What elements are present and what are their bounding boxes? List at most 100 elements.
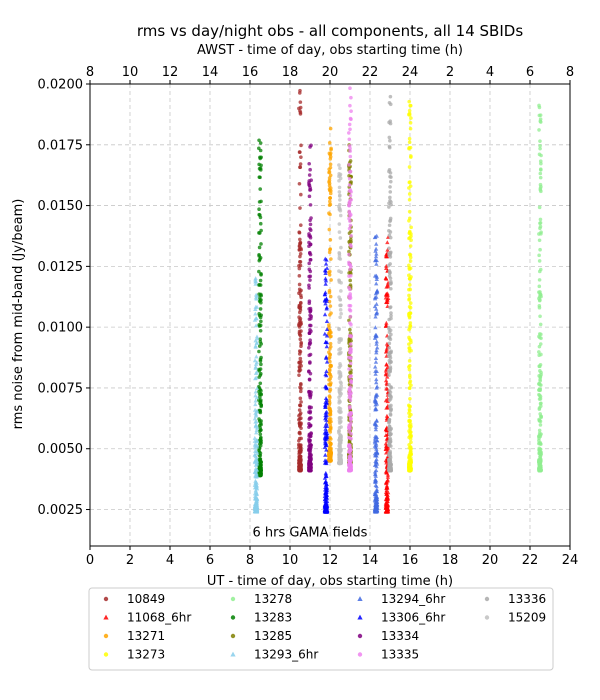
x-tick-label: 14 (362, 553, 379, 568)
data-point (259, 473, 263, 478)
data-point (387, 228, 391, 233)
data-point (337, 251, 342, 256)
data-point (328, 294, 333, 299)
data-point (327, 180, 331, 184)
data-point (407, 305, 412, 309)
data-point (307, 286, 311, 290)
data-point (259, 438, 263, 443)
data-point (385, 343, 390, 347)
data-point (407, 367, 412, 372)
data-point (308, 187, 313, 192)
x2-tick-label: 14 (202, 65, 219, 80)
data-point (298, 389, 303, 394)
data-point (387, 341, 392, 346)
data-point (348, 308, 353, 313)
data-point (537, 278, 542, 282)
legend-label: 13335 (381, 648, 419, 662)
data-point (389, 316, 393, 321)
data-point (298, 223, 303, 227)
data-point (373, 479, 378, 484)
data-point (387, 346, 392, 350)
data-point (253, 398, 258, 403)
data-point (253, 448, 258, 453)
data-point (298, 385, 302, 390)
data-point (329, 425, 333, 430)
data-point (373, 472, 378, 477)
data-point (374, 294, 379, 299)
data-point (338, 172, 343, 177)
data-point (258, 166, 263, 171)
legend-marker (357, 614, 363, 620)
data-point (308, 323, 312, 328)
data-point (338, 374, 343, 378)
data-point (254, 408, 260, 413)
data-point (337, 448, 341, 453)
data-point (388, 190, 393, 194)
data-point (408, 259, 413, 263)
data-point (374, 348, 379, 353)
series-13273 (407, 99, 413, 473)
data-point (408, 324, 413, 328)
data-point (324, 298, 329, 303)
data-point (373, 258, 378, 263)
data-point (384, 276, 389, 281)
data-point (537, 103, 541, 108)
data-point (307, 179, 312, 183)
data-point (337, 185, 342, 190)
data-point (258, 215, 263, 220)
data-point (383, 292, 389, 297)
data-point (385, 494, 390, 499)
data-point (373, 452, 379, 457)
data-point (324, 359, 330, 364)
data-point (407, 346, 412, 351)
data-point (389, 313, 393, 318)
data-point (257, 200, 262, 204)
data-point (348, 351, 352, 355)
data-point (384, 446, 390, 451)
data-point (408, 121, 413, 125)
data-point (324, 296, 329, 301)
data-point (253, 479, 259, 484)
data-point (297, 181, 302, 186)
data-point (537, 381, 542, 386)
data-point (384, 485, 389, 490)
data-point (384, 488, 389, 492)
data-point (347, 189, 352, 193)
data-point (307, 346, 311, 350)
data-point (408, 126, 413, 131)
data-point (374, 306, 379, 311)
data-point (257, 464, 262, 469)
data-point (297, 91, 302, 95)
data-point (259, 460, 263, 464)
data-point (258, 432, 263, 437)
data-point (309, 416, 313, 420)
data-point (257, 299, 262, 303)
data-point (347, 260, 351, 265)
data-point (253, 412, 259, 417)
data-point (409, 116, 413, 120)
data-point (537, 284, 542, 289)
data-point (387, 373, 391, 377)
data-point (299, 381, 303, 386)
data-point (307, 434, 311, 438)
data-point (388, 433, 392, 437)
data-point (338, 303, 342, 308)
data-point (327, 389, 332, 393)
data-point (298, 318, 302, 323)
data-point (407, 365, 411, 369)
data-point (253, 364, 258, 369)
data-point (374, 281, 379, 286)
data-point (254, 498, 259, 503)
series-13283 (257, 138, 263, 478)
data-point (347, 387, 352, 392)
data-point (389, 385, 393, 389)
data-point (372, 440, 378, 445)
data-point (253, 323, 259, 328)
data-point (537, 459, 541, 464)
data-point (329, 363, 333, 368)
data-point (254, 340, 260, 345)
data-point (349, 436, 353, 441)
data-point (408, 396, 412, 401)
data-point (324, 458, 329, 463)
data-point (328, 408, 333, 413)
